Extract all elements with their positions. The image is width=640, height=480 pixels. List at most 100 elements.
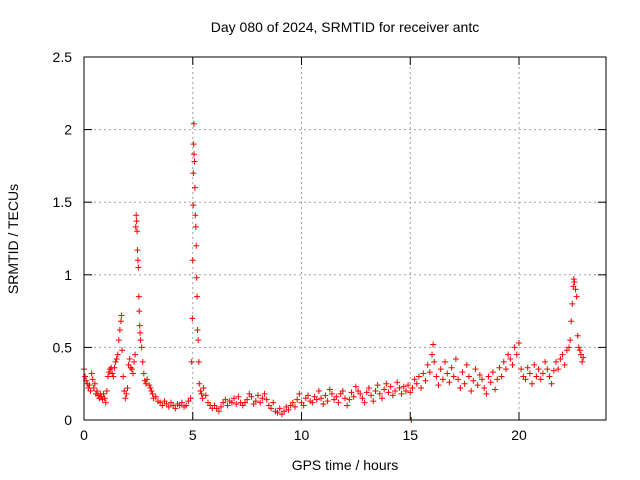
x-axis-label: GPS time / hours xyxy=(292,457,399,473)
data-point xyxy=(400,383,407,390)
data-point xyxy=(322,392,329,399)
grid xyxy=(84,57,606,420)
data-point xyxy=(370,398,377,405)
data-point xyxy=(513,351,520,358)
data-point xyxy=(268,405,275,412)
data-point xyxy=(448,364,455,371)
data-point xyxy=(188,358,195,365)
data-point xyxy=(244,396,251,403)
data-point xyxy=(485,373,492,380)
y-axis-label: SRMTID / TECUs xyxy=(5,184,21,294)
data-point xyxy=(435,382,442,389)
data-point xyxy=(575,344,582,351)
data-point xyxy=(165,403,172,410)
data-point xyxy=(224,402,231,409)
data-point xyxy=(494,376,501,383)
data-point xyxy=(566,344,573,351)
x-tick-label: 15 xyxy=(402,427,418,443)
data-point xyxy=(114,351,121,358)
data-point xyxy=(109,370,116,377)
data-point xyxy=(147,385,154,392)
data-points xyxy=(81,120,587,423)
data-point xyxy=(309,399,316,406)
data-point xyxy=(365,385,372,392)
data-point xyxy=(199,395,206,402)
data-point xyxy=(101,395,108,402)
data-point xyxy=(535,366,542,373)
data-point xyxy=(518,366,525,373)
data-point xyxy=(129,370,136,377)
y-tick-label: 1.5 xyxy=(53,194,73,210)
data-point xyxy=(374,382,381,389)
data-point xyxy=(91,380,98,387)
data-point xyxy=(189,315,196,322)
data-point xyxy=(559,351,566,358)
data-point xyxy=(261,390,268,397)
data-point xyxy=(409,385,416,392)
data-point xyxy=(252,398,259,405)
data-point xyxy=(407,389,414,396)
data-point xyxy=(465,373,472,380)
y-tick-label: 2 xyxy=(64,122,72,138)
data-point xyxy=(116,326,123,333)
data-point xyxy=(115,337,122,344)
data-point xyxy=(190,170,197,177)
data-point xyxy=(82,373,89,380)
data-point xyxy=(444,370,451,377)
data-point xyxy=(190,202,197,209)
data-point xyxy=(405,382,412,389)
data-point xyxy=(492,386,499,393)
data-point xyxy=(350,393,357,400)
y-tick-label: 2.5 xyxy=(53,49,73,65)
data-point xyxy=(511,344,518,351)
data-point xyxy=(426,369,433,376)
data-point xyxy=(100,390,107,397)
data-point xyxy=(420,370,427,377)
data-point xyxy=(133,212,140,219)
data-point xyxy=(385,389,392,396)
data-point xyxy=(215,408,222,415)
data-point xyxy=(142,380,149,387)
data-point xyxy=(537,376,544,383)
data-point xyxy=(552,358,559,365)
data-point xyxy=(446,379,453,386)
data-point xyxy=(190,120,197,127)
data-point xyxy=(348,389,355,396)
data-point xyxy=(90,385,97,392)
data-point xyxy=(144,376,151,383)
data-point xyxy=(300,402,307,409)
data-point xyxy=(531,361,538,368)
data-point xyxy=(430,341,437,348)
data-point xyxy=(218,403,225,410)
data-point xyxy=(372,387,379,394)
data-point xyxy=(119,347,126,354)
data-point xyxy=(134,228,141,235)
x-tick-label: 20 xyxy=(511,427,527,443)
data-point xyxy=(136,322,143,329)
data-point xyxy=(196,380,203,387)
data-point xyxy=(138,344,145,351)
data-point xyxy=(468,387,475,394)
data-point xyxy=(152,393,159,400)
data-point xyxy=(555,366,562,373)
data-point xyxy=(450,373,457,380)
data-point xyxy=(102,399,109,406)
data-point xyxy=(134,247,141,254)
data-point xyxy=(529,380,536,387)
data-point xyxy=(378,395,385,402)
data-point xyxy=(368,392,375,399)
data-point xyxy=(274,409,281,416)
data-point xyxy=(524,364,531,371)
data-point xyxy=(576,347,583,354)
data-point xyxy=(107,366,114,373)
data-point xyxy=(481,385,488,392)
data-point xyxy=(487,379,494,386)
data-point xyxy=(112,358,119,365)
data-point xyxy=(131,358,138,365)
data-point xyxy=(479,376,486,383)
data-point xyxy=(574,332,581,339)
data-point xyxy=(389,392,396,399)
data-point xyxy=(424,361,431,368)
data-point xyxy=(257,399,264,406)
data-point xyxy=(106,369,113,376)
